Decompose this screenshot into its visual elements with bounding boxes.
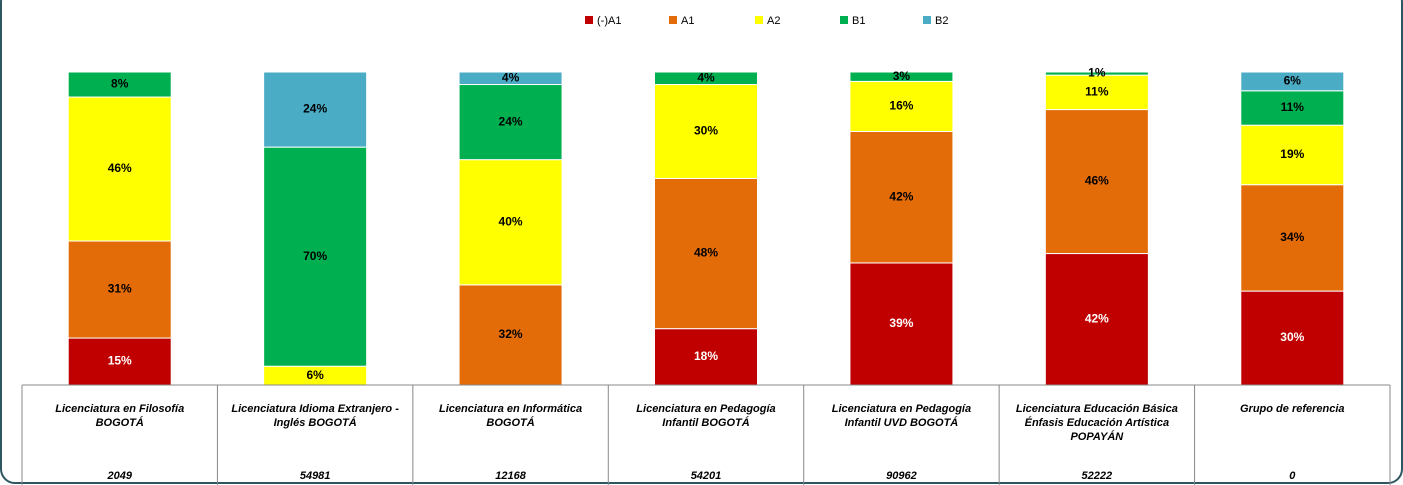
n-value: 52222: [1081, 470, 1113, 482]
data-label: 42%: [1085, 311, 1109, 325]
n-value: 90962: [886, 470, 917, 482]
data-label: 8%: [111, 77, 129, 91]
data-label: 30%: [694, 124, 718, 138]
legend-swatch: [923, 16, 931, 24]
category-label: Licenciatura Educación Básica Énfasis Ed…: [1015, 403, 1178, 443]
data-label: 39%: [889, 316, 913, 330]
bar-segment: [654, 177, 758, 330]
category-label: Licenciatura Idioma Extranjero - Inglés …: [231, 403, 399, 429]
category-label: Grupo de referencia: [1240, 403, 1345, 415]
bar-segment: [458, 159, 563, 286]
data-label: 3%: [893, 69, 911, 83]
bar-segment: [1240, 71, 1345, 92]
data-label: 32%: [499, 327, 523, 341]
bar-segment: [1044, 109, 1149, 255]
bar-segment: [849, 71, 954, 82]
bar-segment: [1240, 184, 1345, 292]
bar-segment: [67, 240, 172, 339]
data-label: 19%: [1280, 147, 1304, 161]
legend-swatch: [669, 16, 677, 24]
data-label: 48%: [694, 246, 718, 260]
bar-segment: [263, 146, 368, 367]
legend-swatch: [585, 16, 593, 24]
legend-swatch: [840, 16, 848, 24]
data-label: 6%: [306, 368, 324, 382]
data-label: 4%: [502, 70, 520, 84]
legend-label: (-)A1: [597, 15, 621, 27]
legend-label: A2: [767, 15, 780, 27]
legend-label: A1: [681, 15, 694, 27]
data-label: 11%: [1085, 85, 1109, 99]
data-label: 4%: [697, 70, 715, 84]
bar-segment: [849, 130, 954, 264]
data-label: 34%: [1280, 230, 1304, 244]
bar-segment: [849, 262, 954, 386]
data-label: 70%: [303, 249, 327, 263]
data-label: 15%: [108, 354, 132, 368]
data-label: 6%: [1284, 74, 1302, 88]
data-label: 46%: [108, 161, 132, 175]
bar-segment: [458, 284, 563, 386]
data-label: 40%: [499, 214, 523, 228]
bar-segment: [654, 71, 758, 86]
bar-segment: [67, 96, 172, 242]
n-value: 0: [1289, 470, 1296, 482]
bar-segment: [654, 84, 758, 179]
bar-segment: [1044, 253, 1149, 386]
bar-segment: [458, 84, 563, 161]
bar-segment: [1240, 124, 1345, 186]
data-label: 46%: [1085, 174, 1109, 188]
legend-label: B2: [935, 15, 948, 27]
category-label: Licenciatura en Filosofía BOGOTÁ: [55, 403, 185, 429]
n-value: 2049: [107, 470, 132, 482]
data-label: 30%: [1280, 330, 1304, 344]
n-value: 12168: [495, 470, 526, 482]
data-label: 42%: [889, 189, 913, 203]
data-label: 18%: [694, 349, 718, 363]
n-value: 54201: [690, 470, 722, 482]
category-label: Licenciatura en Pedagogía Infantil BOGOT…: [636, 403, 776, 429]
data-label: 24%: [303, 102, 327, 116]
bar-segment: [263, 71, 368, 148]
data-label: 11%: [1281, 100, 1305, 114]
category-label: Licenciatura en Pedagogía Infantil UVD B…: [831, 403, 972, 429]
data-label: 31%: [108, 282, 132, 296]
bar-segment: [849, 80, 954, 132]
data-label: 1%: [1088, 66, 1106, 80]
bar-segment: [654, 328, 758, 386]
data-label: 16%: [889, 99, 913, 113]
bar-segment: [1044, 71, 1149, 76]
bar-segment: [67, 71, 172, 98]
legend-label: B1: [852, 15, 865, 27]
bar-segment: [67, 337, 172, 386]
data-label: 24%: [499, 114, 523, 128]
n-value: 54981: [299, 470, 331, 482]
bar-segment: [1044, 74, 1149, 111]
legend-swatch: [755, 16, 763, 24]
category-label: Licenciatura en Informática BOGOTÁ: [439, 403, 583, 429]
bar-segment: [458, 71, 563, 86]
